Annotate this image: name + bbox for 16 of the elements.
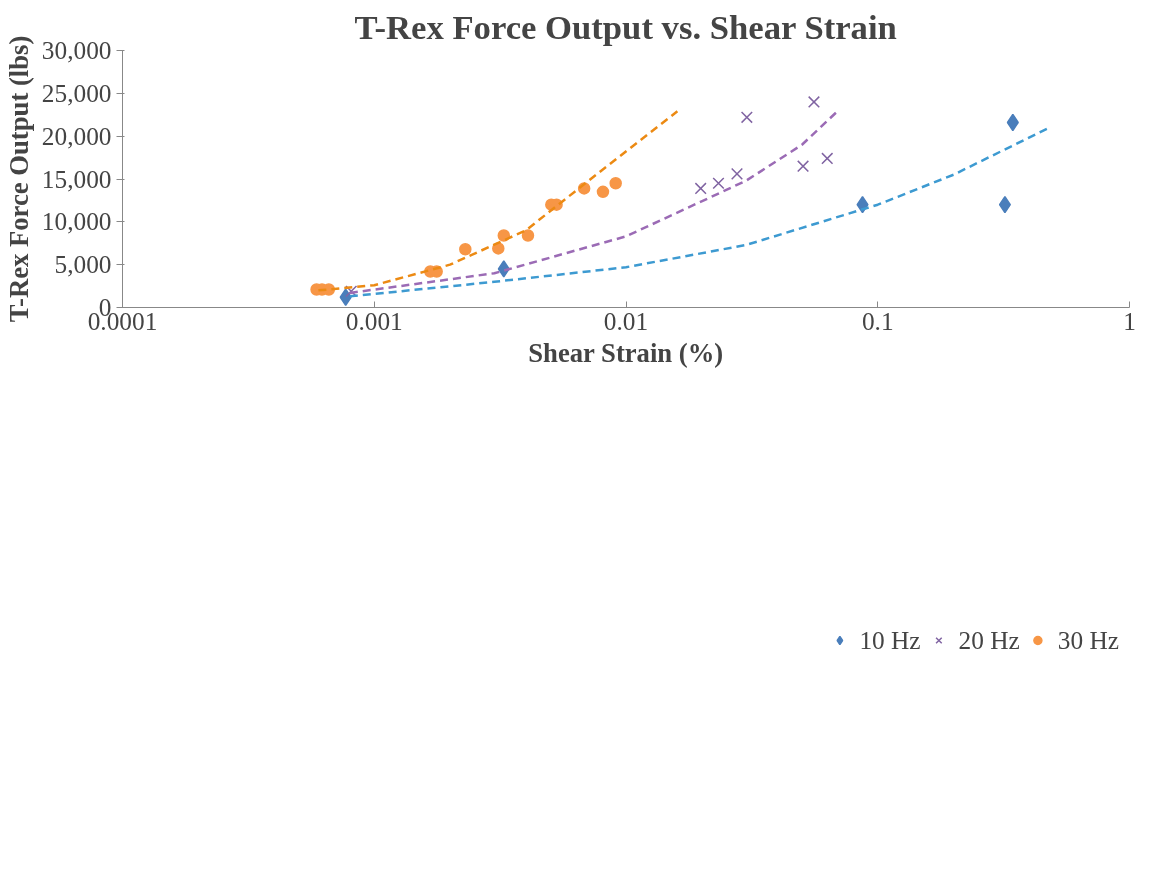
x-axis-title: Shear Strain (%) — [528, 337, 724, 368]
y-tick-label: 10,000 — [41, 207, 112, 236]
y-tick-label: 5,000 — [54, 250, 112, 279]
x-tick-label: 0.001 — [345, 306, 403, 335]
legend-label: 30 Hz — [1057, 625, 1119, 655]
y-axis-title: T-Rex Force Output (lbs) — [3, 35, 34, 323]
x-tick-label: 1 — [1123, 306, 1136, 335]
y-tick-label: 15,000 — [41, 164, 112, 193]
y-tick-label: 30,000 — [41, 36, 112, 64]
legend-label: 20 Hz — [958, 625, 1020, 655]
x-tick-label: 0.01 — [603, 306, 649, 335]
x-tick-label: 0.1 — [861, 306, 894, 335]
chart-title: T-Rex Force Output vs. Shear Strain — [354, 7, 897, 46]
y-tick-label: 20,000 — [41, 121, 112, 150]
legend-label: 10 Hz — [859, 625, 921, 655]
y-tick-label: 25,000 — [41, 78, 112, 107]
